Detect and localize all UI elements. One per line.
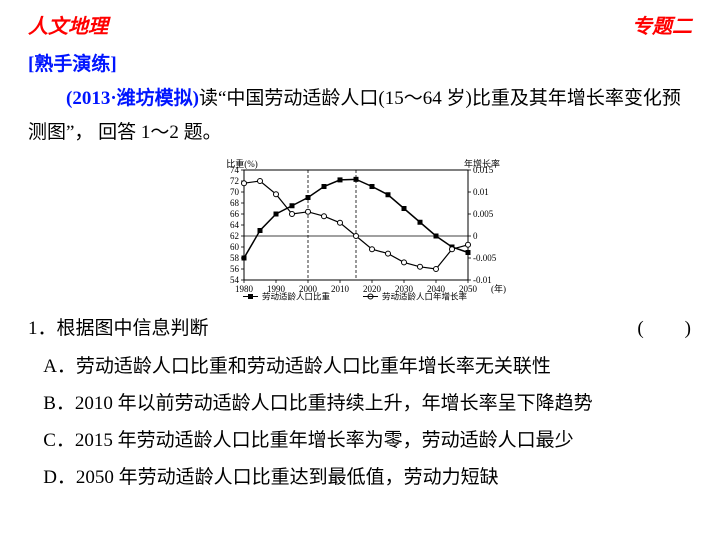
question-1: 1．根据图中信息判断 ( ) [0, 310, 720, 347]
svg-text:56: 56 [230, 264, 240, 274]
svg-text:0: 0 [473, 231, 478, 241]
option-d: D．2050 年劳动适龄人口比重达到最低值，劳动力短缺 [0, 459, 720, 496]
svg-text:2020: 2020 [363, 284, 382, 294]
header-subject: 人文地理 [28, 10, 108, 39]
option-c: C．2015 年劳动适龄人口比重年增长率为零，劳动适龄人口最少 [0, 422, 720, 459]
svg-text:年增长率: 年增长率 [464, 158, 500, 169]
option-b: B．2010 年以前劳动适龄人口比重持续上升，年增长率呈下降趋势 [0, 385, 720, 422]
svg-text:比重(%): 比重(%) [226, 158, 258, 169]
svg-text:62: 62 [230, 231, 239, 241]
svg-text:60: 60 [230, 242, 240, 252]
svg-text:0.01: 0.01 [473, 187, 489, 197]
svg-text:68: 68 [230, 198, 240, 208]
svg-text:58: 58 [230, 253, 240, 263]
question-number: 1． [28, 318, 57, 339]
question-stem: 根据图中信息判断 [57, 318, 209, 339]
option-a: A．劳动适龄人口比重和劳动适龄人口比重年增长率无关联性 [0, 348, 720, 385]
source-tag: (2013·潍坊模拟) [66, 88, 199, 109]
section-title: [熟手演练] [0, 43, 720, 78]
svg-text:64: 64 [230, 220, 240, 230]
svg-text:70: 70 [230, 187, 240, 197]
svg-text:1980: 1980 [235, 284, 254, 294]
svg-text:劳动适龄人口比重: 劳动适龄人口比重 [262, 292, 331, 302]
svg-text:72: 72 [230, 176, 239, 186]
svg-text:66: 66 [230, 209, 240, 219]
svg-text:2010: 2010 [331, 284, 350, 294]
population-chart: 5456586062646668707274-0.01-0.00500.0050… [210, 156, 510, 306]
svg-text:劳动适龄人口年增长率: 劳动适龄人口年增长率 [382, 292, 468, 302]
svg-text:0.005: 0.005 [473, 209, 494, 219]
svg-text:-0.005: -0.005 [473, 253, 497, 263]
answer-blank: ( ) [637, 312, 692, 345]
intro-paragraph: (2013·潍坊模拟)读“中国劳动适龄人口(15～64 岁)比重及其年增长率变化… [0, 78, 720, 154]
header-topic: 专题二 [632, 10, 692, 39]
svg-text:(年): (年) [491, 283, 506, 294]
